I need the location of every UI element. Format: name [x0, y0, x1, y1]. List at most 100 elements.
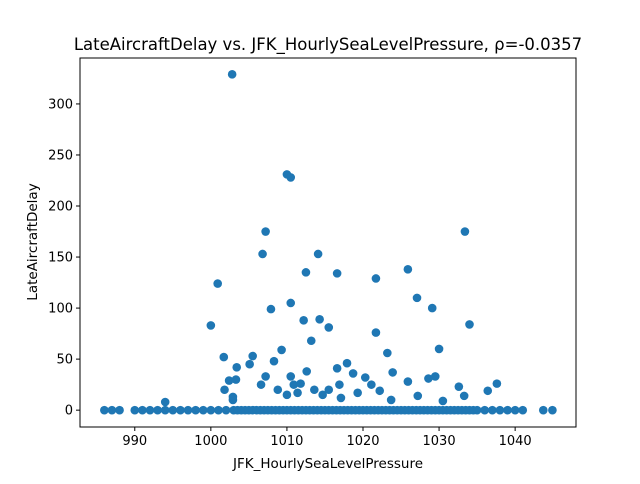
point — [248, 351, 257, 361]
y-tick-label: 300 — [48, 97, 73, 112]
point — [315, 315, 324, 324]
point — [518, 405, 528, 415]
point — [388, 368, 397, 377]
point — [424, 374, 433, 383]
point — [367, 380, 376, 389]
point — [413, 391, 423, 401]
point — [342, 358, 352, 368]
point — [495, 405, 505, 415]
point — [214, 405, 223, 415]
point — [460, 227, 470, 236]
point — [335, 380, 344, 389]
y-tick-label: 50 — [56, 353, 73, 368]
point — [483, 386, 493, 396]
point — [324, 385, 334, 395]
point — [360, 373, 370, 382]
point — [375, 386, 385, 396]
point — [306, 336, 316, 346]
point — [427, 303, 437, 313]
y-tick-label: 150 — [48, 251, 73, 266]
point — [266, 304, 276, 314]
point — [245, 359, 254, 369]
y-tick-label: 100 — [48, 302, 73, 317]
point — [138, 405, 147, 415]
point — [371, 328, 381, 337]
point — [206, 321, 216, 330]
point — [302, 367, 311, 376]
y-tick-label: 200 — [48, 200, 73, 215]
point — [299, 316, 308, 325]
x-tick-label: 1040 — [499, 434, 532, 449]
y-axis-label: LateAircraftDelay — [25, 183, 41, 300]
point — [492, 379, 502, 388]
point — [324, 323, 334, 332]
point — [310, 385, 319, 395]
point — [224, 376, 234, 385]
y-tick-label: 0 — [65, 404, 73, 419]
point — [153, 405, 162, 415]
point — [261, 372, 270, 381]
point — [269, 356, 279, 366]
point — [454, 382, 464, 391]
point — [480, 405, 490, 415]
point — [219, 352, 229, 362]
point — [548, 405, 557, 415]
x-tick-label: 1030 — [423, 434, 456, 449]
point — [488, 405, 497, 415]
point — [228, 395, 238, 405]
point — [383, 348, 392, 358]
point — [386, 395, 396, 405]
point — [206, 405, 216, 415]
point — [286, 298, 296, 308]
point — [412, 293, 422, 303]
point — [371, 274, 381, 283]
point — [313, 249, 323, 259]
y-tick-label: 250 — [48, 148, 73, 163]
point — [231, 375, 241, 384]
x-tick-label: 1010 — [270, 434, 303, 449]
point — [277, 345, 286, 355]
point — [168, 405, 178, 415]
point — [538, 405, 548, 415]
point — [160, 397, 170, 407]
point — [145, 405, 155, 415]
point — [301, 268, 311, 277]
x-tick-label: 1000 — [194, 434, 227, 449]
x-axis-label: JFK_HourlySeaLevelPressure — [232, 456, 423, 472]
chart-title: LateAircraftDelay vs. JFK_HourlySeaLevel… — [74, 35, 582, 55]
point — [348, 369, 358, 378]
point — [286, 173, 296, 182]
point — [510, 405, 520, 415]
point — [198, 405, 208, 415]
point — [318, 390, 327, 400]
point — [100, 405, 109, 415]
point — [336, 393, 346, 403]
point — [503, 405, 512, 415]
point — [438, 396, 448, 406]
point — [191, 405, 200, 415]
point — [332, 364, 342, 373]
point — [434, 344, 444, 354]
point — [115, 405, 124, 415]
point — [465, 320, 474, 329]
point — [332, 269, 342, 278]
point — [282, 390, 292, 400]
x-tick-label: 1020 — [346, 434, 379, 449]
point — [160, 405, 170, 415]
point — [289, 380, 299, 389]
point — [213, 279, 222, 288]
point — [261, 227, 270, 236]
point — [403, 377, 413, 386]
point — [430, 372, 440, 381]
point — [472, 405, 482, 415]
point — [293, 388, 302, 398]
point — [256, 380, 266, 389]
point — [459, 391, 469, 401]
point — [403, 264, 413, 274]
plot-frame — [79, 57, 577, 428]
point — [221, 405, 231, 415]
point — [353, 388, 362, 398]
point — [227, 70, 237, 79]
